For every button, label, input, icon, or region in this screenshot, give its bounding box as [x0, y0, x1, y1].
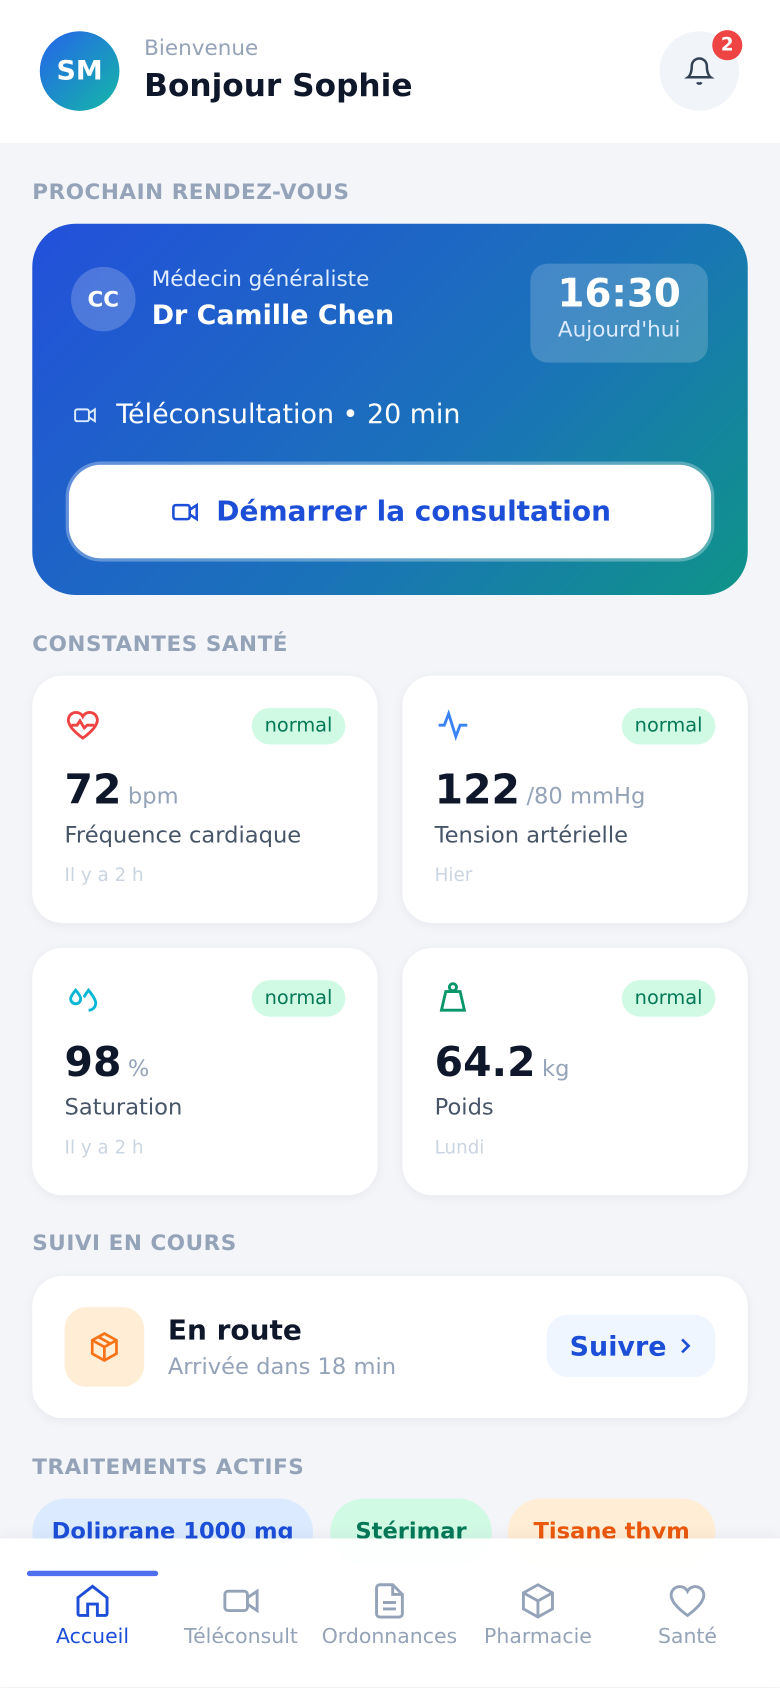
start-button[interactable]: Démarrer la consultation	[68, 464, 712, 559]
tracking-subtitle: Arrivée dans 18 min	[167, 1353, 397, 1380]
vital-label: Saturation	[64, 1094, 183, 1120]
vital-value: 72	[64, 766, 122, 814]
vital-value-row: 64.2 kg	[435, 1038, 570, 1085]
video-icon	[74, 407, 96, 424]
vital-card[interactable]: normal 64.2 kg Poids Lundi	[402, 947, 748, 1196]
vital-icon	[435, 980, 472, 1019]
vital-time: Lundi	[434, 1137, 485, 1159]
appointment-card: CC Médecin généraliste Dr Camille Chen 1…	[32, 223, 748, 595]
status-badge: normal	[251, 707, 346, 745]
nav-icon	[669, 1585, 706, 1618]
vital-label: Poids	[434, 1094, 494, 1120]
button-label: Démarrer la consultation	[216, 495, 612, 528]
vital-value: 98	[64, 1038, 122, 1086]
follow-button[interactable]: Suivre	[546, 1314, 716, 1378]
nav-item[interactable]: Accueil	[18, 1582, 166, 1649]
notification-badge: 2	[712, 30, 743, 61]
vital-time: Il y a 2 h	[64, 1137, 144, 1159]
status-badge: normal	[621, 707, 716, 745]
nav-icon	[223, 1588, 259, 1614]
vital-card[interactable]: normal 98% Saturation Il y a 2 h	[32, 947, 378, 1196]
nav-item[interactable]: Téléconsult	[167, 1582, 315, 1649]
vital-value-row: 98%	[65, 1038, 150, 1085]
nav-label: Pharmacie	[484, 1624, 592, 1649]
greeting: Bienvenue	[144, 34, 259, 61]
time-box: 16:30 Aujourd'hui	[530, 263, 708, 363]
vital-label: Fréquence cardiaque	[64, 821, 302, 848]
tracking-card: En route Arrivée dans 18 min Suivre	[32, 1275, 748, 1418]
doctor-name: Dr Camille Chen	[151, 299, 395, 331]
vital-unit: /80 mmHg	[526, 783, 646, 810]
vital-unit: kg	[541, 1055, 570, 1082]
vital-label: Tension artérielle	[434, 821, 629, 848]
vital-card[interactable]: normal 72 bpm Fréquence cardiaque Il y a …	[32, 675, 378, 924]
section-title: CONSTANTES SANTÉ	[32, 630, 289, 657]
package-icon	[90, 1331, 118, 1362]
nav-item[interactable]: Pharmacie	[464, 1582, 612, 1649]
nav-item[interactable]: Santé	[613, 1582, 761, 1649]
doctor-avatar: CC	[71, 266, 136, 332]
vital-unit: bpm	[127, 783, 179, 810]
time: 16:30	[557, 272, 681, 317]
avatar: SM	[39, 31, 120, 111]
vital-value-row: 72 bpm	[65, 766, 179, 813]
bell-icon	[684, 57, 715, 85]
section-title: PROCHAIN RENDEZ-VOUS	[32, 178, 350, 205]
vital-unit: %	[127, 1055, 150, 1082]
nav-icon	[375, 1583, 404, 1619]
video-icon	[172, 502, 199, 521]
nav-label: Santé	[657, 1624, 717, 1649]
nav-item[interactable]: Ordonnances	[315, 1582, 463, 1649]
vital-value-row: 122/80 mmHg	[435, 766, 646, 813]
vital-icon	[435, 708, 472, 747]
vital-time: Il y a 2 h	[64, 864, 144, 887]
vital-icon	[65, 708, 102, 747]
chevron	[681, 1338, 691, 1354]
specialty: Médecin généraliste	[151, 265, 370, 292]
section-title: SUIVI EN COURS	[32, 1229, 237, 1256]
section-title: TRAITEMENTS ACTIFS	[32, 1453, 305, 1480]
day: Aujourd'hui	[557, 316, 681, 343]
status-badge: normal	[251, 980, 346, 1017]
vital-card[interactable]: normal 122/80 mmHg Tension artérielle Hi…	[402, 675, 748, 924]
nav-icon	[76, 1584, 109, 1617]
header: SM Bienvenue Bonjour Sophie 2	[0, 0, 780, 144]
vital-icon	[65, 980, 102, 1019]
vital-value: 64.2	[434, 1038, 536, 1086]
nav-icon	[521, 1583, 554, 1619]
button-label: Suivre	[569, 1330, 667, 1362]
active-indicator	[26, 1570, 159, 1577]
status-badge: normal	[621, 980, 716, 1017]
vital-time: Hier	[434, 864, 473, 887]
tracking-title: En route	[167, 1314, 302, 1347]
consult-mode: Téléconsultation • 20 min	[116, 398, 461, 430]
bottom-nav	[0, 1538, 780, 1687]
nav-label: Ordonnances	[321, 1624, 458, 1649]
vital-value: 122	[434, 766, 520, 814]
package-icon-box	[64, 1307, 145, 1387]
nav-label: Accueil	[56, 1624, 130, 1649]
notification-button[interactable]: 2	[659, 30, 743, 111]
user-name: Bonjour Sophie	[144, 66, 413, 104]
nav-label: Téléconsult	[184, 1624, 298, 1649]
